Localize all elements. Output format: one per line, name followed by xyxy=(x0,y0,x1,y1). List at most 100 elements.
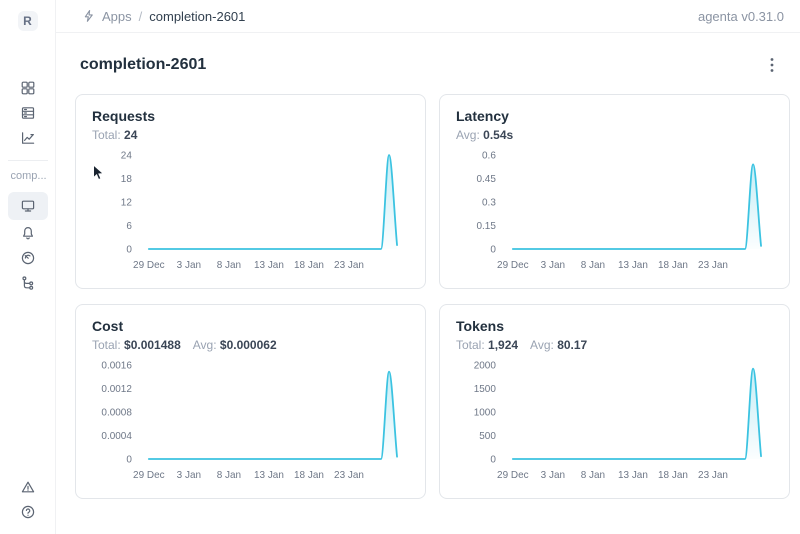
breadcrumb-separator: / xyxy=(138,8,143,24)
sidebar-item-apps[interactable] xyxy=(8,75,48,100)
axis-tick-label: 6 xyxy=(126,221,132,232)
sidebar-item-dashboard[interactable] xyxy=(8,245,48,270)
stat-value: $0.000062 xyxy=(219,338,277,352)
tokens-card: Tokens Total: 1,924 Avg: 80.17 2000 1500 10… xyxy=(439,304,790,499)
axis-tick-label: 0.0012 xyxy=(101,384,132,395)
axis-tick-label: 8 Jan xyxy=(217,260,241,271)
main-content: Apps / completion-2601 agenta v0.31.0 co… xyxy=(56,0,800,534)
sidebar-item-traces[interactable] xyxy=(8,270,48,295)
gauge-icon xyxy=(20,250,36,266)
axis-tick-label: 18 Jan xyxy=(294,470,324,481)
stat: Avg: 80.17 xyxy=(530,338,587,352)
axis-tick-label: 13 Jan xyxy=(618,260,648,271)
cost-card: Cost Total: $0.001488 Avg: $0.000062 0.00… xyxy=(75,304,426,499)
chart-area-fill xyxy=(148,371,398,459)
cost-chart[interactable]: 0.0016 0.0012 0.0008 0.0004 029 Dec 3 Jan 8 Ja… xyxy=(92,357,409,488)
card-stats: Total: $0.001488 Avg: $0.000062 xyxy=(92,337,409,353)
axis-tick-label: 0.15 xyxy=(476,221,496,232)
axis-tick-label: 0.3 xyxy=(482,197,496,208)
latency-card: Latency Avg: 0.54s 0.6 0.45 0.3 0.15 0 29 Dec… xyxy=(439,94,790,289)
sidebar-item-analytics[interactable] xyxy=(8,125,48,150)
lightning-icon xyxy=(82,9,95,23)
axis-tick-label: 1500 xyxy=(474,384,497,395)
axis-tick-label: 29 Dec xyxy=(133,260,165,271)
stat: Avg: $0.000062 xyxy=(193,338,277,352)
stat-label: Avg: xyxy=(192,338,220,352)
chart-area-fill xyxy=(148,155,398,249)
monitor-icon xyxy=(20,198,36,214)
axis-tick-label: 23 Jan xyxy=(334,260,364,271)
axis-tick-label: 23 Jan xyxy=(698,470,728,481)
axis-tick-label: 18 Jan xyxy=(294,260,324,271)
axis-tick-label: 0 xyxy=(126,244,132,255)
stat-value: 80.17 xyxy=(557,338,588,352)
tree-icon xyxy=(20,275,36,291)
workspace-avatar[interactable]: R xyxy=(17,11,38,31)
table-icon xyxy=(20,105,36,121)
axis-tick-label: 500 xyxy=(479,431,496,442)
requests-chart[interactable]: 24 18 12 6 029 Dec 3 Jan 8 Jan 13 Jan 18 Jan 23 J… xyxy=(92,147,409,278)
stat-value: 1,924 xyxy=(488,338,519,352)
axis-tick-label: 3 Jan xyxy=(177,260,201,271)
axis-tick-label: 0.45 xyxy=(476,174,496,185)
sidebar-item-alerts[interactable] xyxy=(8,474,48,499)
stat: Total: 1,924 xyxy=(456,338,518,352)
card-stats: Total: 1,924 Avg: 80.17 xyxy=(456,337,773,353)
axis-tick-label: 1000 xyxy=(474,407,497,418)
sidebar-bottom-group xyxy=(8,474,48,524)
title-row: completion-2601 xyxy=(56,33,800,76)
sidebar-item-notifications[interactable] xyxy=(8,220,48,245)
bell-icon xyxy=(20,225,36,241)
card-title: Cost xyxy=(92,318,124,334)
axis-tick-label: 0.0004 xyxy=(101,431,132,442)
sidebar-item-playground[interactable] xyxy=(7,192,48,220)
chart-line xyxy=(147,154,398,250)
stat: Total: 24 xyxy=(92,128,137,142)
chart-area-fill xyxy=(512,368,762,459)
axis-tick-label: 23 Jan xyxy=(698,260,728,271)
breadcrumb-apps-link[interactable]: Apps xyxy=(102,8,132,24)
axis-tick-label: 0.6 xyxy=(482,150,496,161)
card-title: Tokens xyxy=(456,318,504,334)
card-title: Requests xyxy=(92,108,156,124)
warning-triangle-icon xyxy=(20,479,36,495)
axis-tick-label: 3 Jan xyxy=(541,470,565,481)
apps-grid-icon xyxy=(20,80,36,96)
axis-tick-label: 13 Jan xyxy=(254,260,284,271)
axis-tick-label: 12 xyxy=(121,197,133,208)
sidebar-divider xyxy=(7,160,48,161)
axis-tick-label: 8 Jan xyxy=(581,260,605,271)
axis-tick-label: 0 xyxy=(490,244,496,255)
axis-tick-label: 18 xyxy=(121,174,133,185)
axis-tick-label: 29 Dec xyxy=(133,470,165,481)
metrics-grid: Requests Total: 24 24 18 12 6 0 29 Dec 3 Jan 8 … xyxy=(56,76,800,499)
axis-tick-label: 29 Dec xyxy=(497,470,529,481)
breadcrumb: Apps / completion-2601 xyxy=(82,9,245,24)
axis-tick-label: 23 Jan xyxy=(334,470,364,481)
sidebar-item-help[interactable] xyxy=(8,499,48,524)
more-options-button[interactable] xyxy=(764,54,780,76)
stat: Avg: 0.54s xyxy=(456,128,513,142)
stat: Total: $0.001488 xyxy=(92,338,181,352)
app-section-label: comp... xyxy=(10,170,47,182)
axis-tick-label: 8 Jan xyxy=(581,470,605,481)
top-header: Apps / completion-2601 agenta v0.31.0 xyxy=(56,0,800,33)
card-stats: Avg: 0.54s xyxy=(456,127,773,143)
trend-chart-icon xyxy=(20,130,36,146)
breadcrumb-current: completion-2601 xyxy=(149,8,246,24)
kebab-icon xyxy=(770,58,774,76)
latency-chart[interactable]: 0.6 0.45 0.3 0.15 029 Dec 3 Jan 8 Jan 13 Jan 18 … xyxy=(456,147,773,278)
stat-value: $0.001488 xyxy=(124,338,181,352)
sidebar: R xyxy=(0,0,56,534)
axis-tick-label: 3 Jan xyxy=(177,470,201,481)
chart-line xyxy=(511,163,762,250)
stat-label: Total: xyxy=(92,128,125,142)
axis-tick-label: 18 Jan xyxy=(658,470,688,481)
tokens-chart[interactable]: 2000 1500 1000 500 029 Dec 3 Jan 8 Jan 13 Jan 18… xyxy=(456,357,773,488)
help-icon xyxy=(20,504,36,520)
stat-label: Avg: xyxy=(456,128,484,142)
sidebar-item-table[interactable] xyxy=(8,100,48,125)
chart-line xyxy=(511,367,762,460)
chart-area-fill xyxy=(512,164,762,249)
